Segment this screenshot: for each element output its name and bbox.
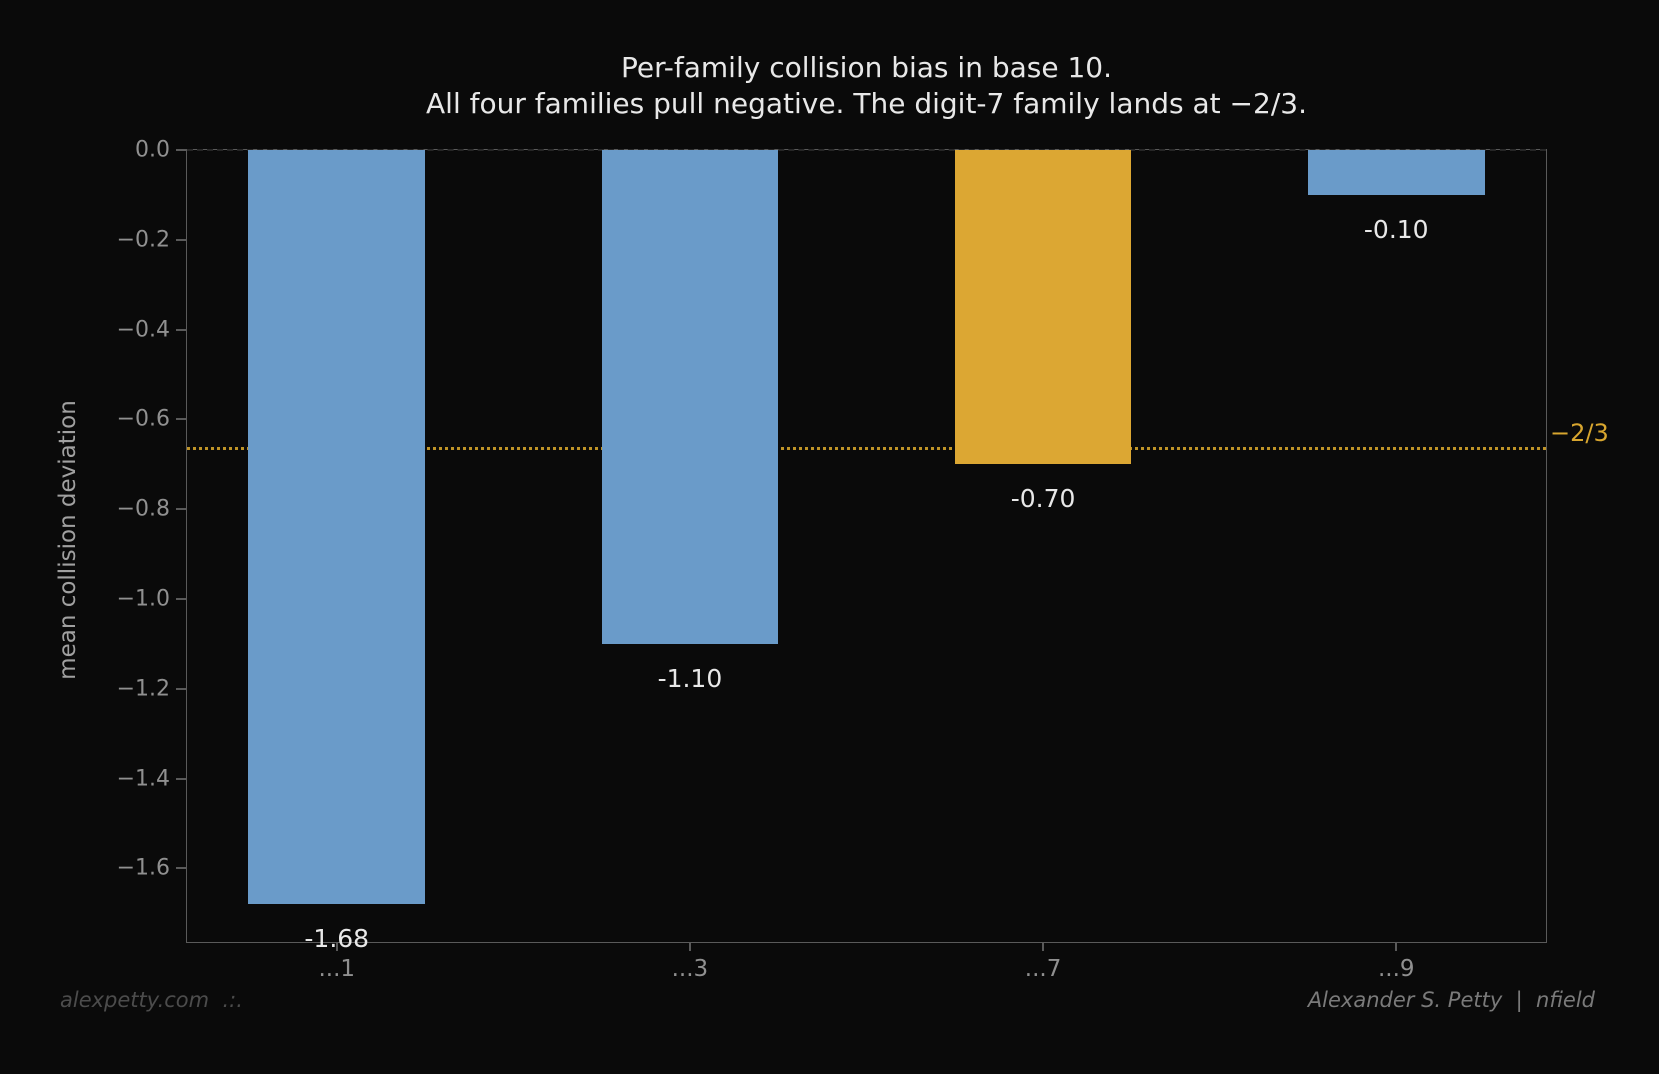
reference-line — [187, 447, 1546, 451]
y-tick-mark — [176, 597, 186, 600]
x-tick-mark — [1042, 942, 1045, 951]
y-tick-mark — [176, 238, 186, 241]
chart-title-line2: All four families pull negative. The dig… — [426, 87, 1307, 120]
x-tick-mark — [1395, 942, 1398, 951]
y-tick-mark — [176, 508, 186, 511]
y-tick-label: −0.6 — [116, 406, 170, 432]
reference-line-label: −2/3 — [1550, 419, 1609, 448]
bar-value-label: -0.70 — [1010, 484, 1076, 514]
y-tick-label: 0.0 — [135, 137, 170, 163]
y-tick-mark — [176, 149, 186, 151]
credit: Alexander S. Petty | nfield — [1307, 988, 1595, 1012]
y-tick-label: −1.0 — [116, 586, 170, 612]
x-tick-label: ...1 — [318, 956, 356, 982]
x-tick-label: ...9 — [1377, 956, 1415, 982]
chart-title: Per-family collision bias in base 10. Al… — [186, 50, 1547, 122]
y-axis-label: mean collision deviation — [55, 400, 81, 680]
x-tick-mark — [688, 942, 691, 951]
y-tick-label: −0.4 — [116, 317, 170, 343]
bar — [248, 150, 426, 905]
y-tick-mark — [176, 687, 186, 690]
y-tick-label: −1.2 — [116, 676, 170, 702]
x-tick-label: ...3 — [671, 956, 709, 982]
y-tick-label: −1.4 — [116, 766, 170, 792]
plot-area: −2/3 -1.68 ...1 -1.10 ...3 -0.70 ...7 -0.10...… — [117, 138, 1609, 983]
y-tick-label: −0.2 — [116, 227, 170, 253]
y-tick-label: −0.8 — [116, 496, 170, 522]
bar-value-label: -1.10 — [657, 663, 723, 693]
x-tick-mark — [335, 942, 338, 951]
y-tick-mark — [176, 777, 186, 780]
bar — [954, 150, 1132, 465]
y-tick-mark — [176, 418, 186, 421]
zero-line — [187, 149, 1546, 151]
bar — [1307, 150, 1485, 195]
chart-title-line1: Per-family collision bias in base 10. — [620, 51, 1113, 84]
y-tick-mark — [176, 328, 186, 331]
x-tick-label: ...7 — [1024, 956, 1062, 982]
bar — [601, 150, 779, 644]
bar-value-label: -0.10 — [1363, 214, 1429, 244]
y-tick-label: −1.6 — [116, 855, 170, 881]
watermark: alexpetty.com .:. — [60, 988, 243, 1012]
y-tick-mark — [176, 867, 186, 870]
